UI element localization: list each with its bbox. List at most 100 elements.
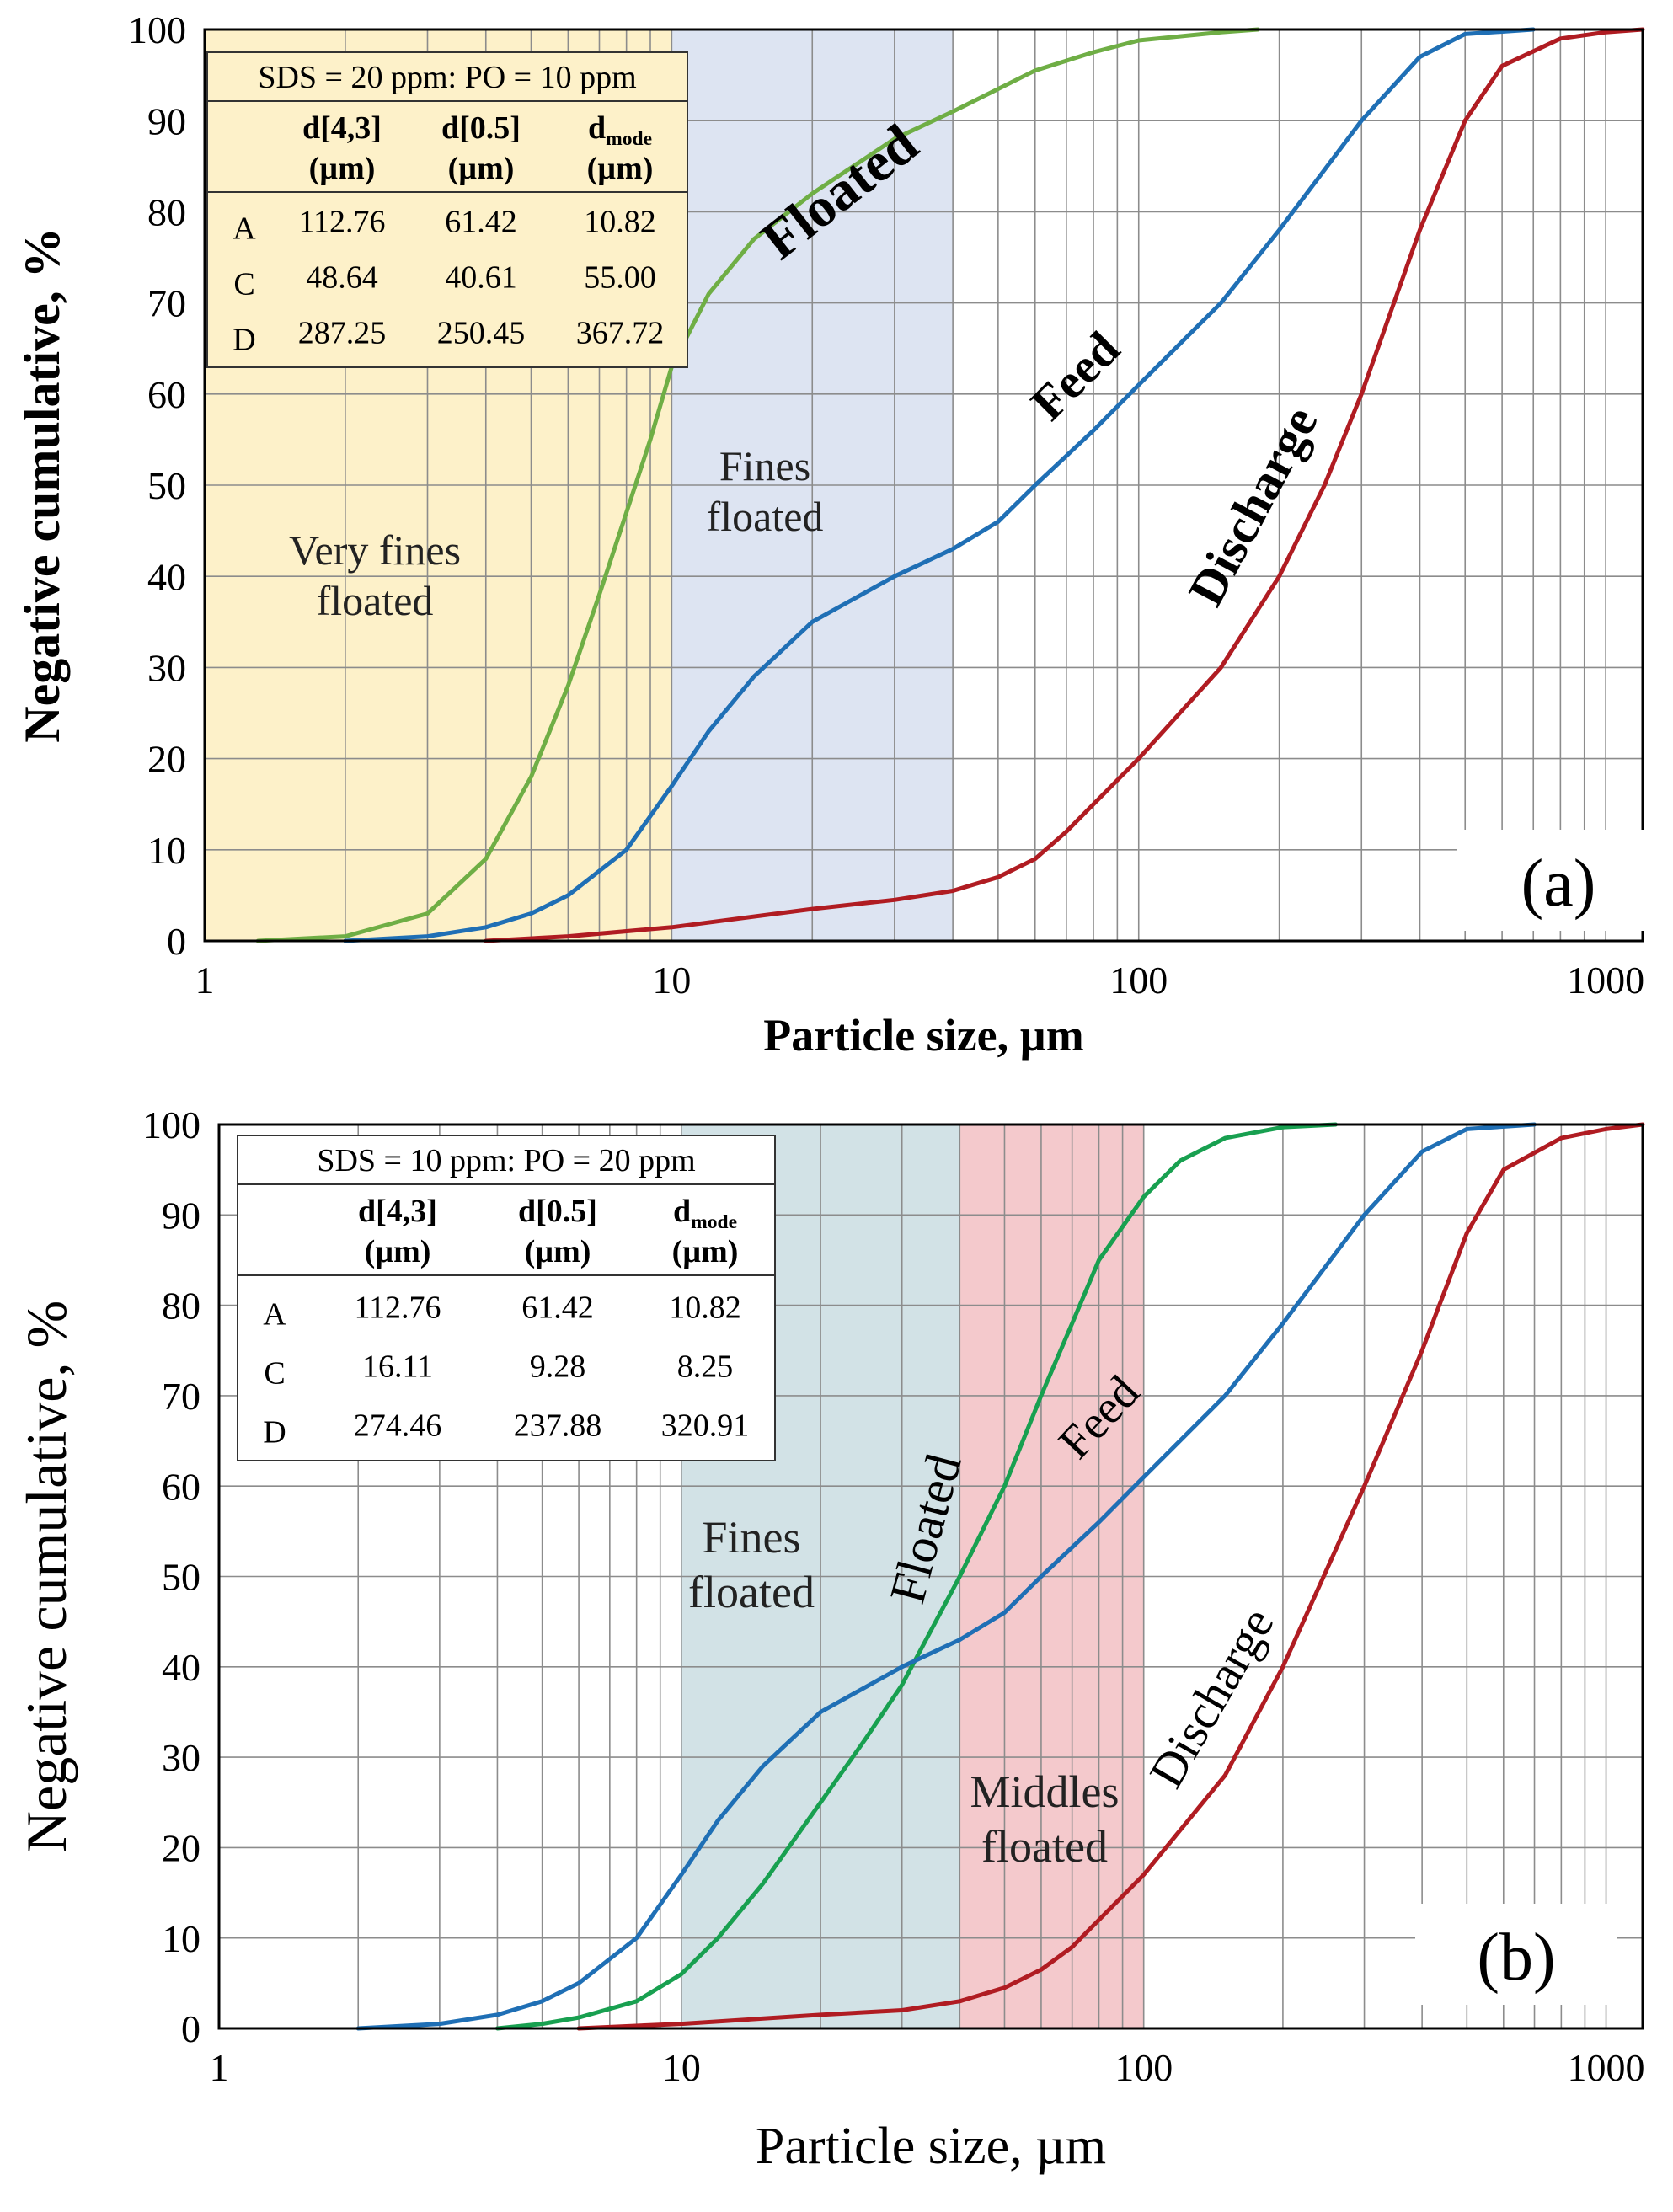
band-label-line: Fines bbox=[719, 442, 810, 489]
y-axis-label: Negative cumulative, % bbox=[14, 227, 70, 743]
y-tick-label: 30 bbox=[147, 647, 186, 690]
table-cell: 61.42 bbox=[521, 1290, 594, 1325]
band-label-line: floated bbox=[317, 577, 434, 624]
series-floated-line bbox=[494, 1122, 1338, 2031]
table-header-unit: (µm) bbox=[309, 151, 376, 186]
panel-label: (a) bbox=[1521, 847, 1596, 921]
y-tick-label: 50 bbox=[147, 464, 186, 507]
table-cell: 40.61 bbox=[445, 260, 517, 296]
band-label-1: Very fines floated bbox=[289, 526, 461, 624]
table-cell: 287.25 bbox=[298, 316, 387, 351]
band-label-line: Very fines bbox=[289, 526, 461, 574]
table-cell: 250.45 bbox=[437, 316, 526, 351]
y-tick-label: 40 bbox=[162, 1646, 200, 1689]
y-tick-label: 40 bbox=[147, 555, 186, 598]
x-tick-label: 100 bbox=[1109, 959, 1168, 1002]
table-frame bbox=[237, 1135, 776, 1461]
y-tick-label: 70 bbox=[162, 1375, 200, 1418]
y-tick-label: 80 bbox=[147, 191, 186, 234]
band-label-line: floated bbox=[707, 493, 824, 540]
x-tick-label: 10 bbox=[662, 2046, 701, 2089]
table-header: d[4,3] bbox=[358, 1194, 437, 1229]
table-row-label: C bbox=[264, 1355, 285, 1391]
y-tick-label: 10 bbox=[147, 829, 186, 872]
x-tick-label: 100 bbox=[1114, 2046, 1173, 2089]
y-tick-label: 0 bbox=[181, 2007, 200, 2050]
panel-label-bg bbox=[1415, 1904, 1617, 2005]
y-tick-label: 0 bbox=[167, 920, 186, 963]
band-label-2: Middles floated bbox=[970, 1766, 1119, 1872]
table-header-sub: mode bbox=[606, 128, 652, 150]
series-label-discharge: Discharge bbox=[1138, 1599, 1284, 1797]
table-frame bbox=[206, 51, 688, 368]
table-cell: 237.88 bbox=[514, 1408, 602, 1443]
y-tick-label: 60 bbox=[162, 1465, 200, 1508]
x-axis-label: Particle size, µm bbox=[756, 2118, 1106, 2175]
table-cell: 16.11 bbox=[362, 1349, 433, 1384]
band-label-2: Fines floated bbox=[707, 442, 824, 540]
x-tick-label: 1000 bbox=[1568, 2046, 1645, 2089]
x-tick-label: 1 bbox=[195, 959, 215, 1002]
table-header: d[0.5] bbox=[518, 1194, 597, 1229]
table-header: d[0.5] bbox=[441, 110, 521, 146]
y-tick-label: 90 bbox=[162, 1194, 200, 1237]
y-tick-label: 60 bbox=[147, 373, 186, 416]
table-title: SDS = 20 ppm: PO = 10 ppm bbox=[258, 60, 636, 95]
plot-frame bbox=[217, 1123, 1644, 2030]
table-header-unit: (µm) bbox=[672, 1234, 739, 1269]
table-cell: 320.91 bbox=[661, 1408, 750, 1443]
y-tick-label: 10 bbox=[162, 1917, 200, 1960]
table-row-label: C bbox=[233, 267, 254, 302]
y-tick-label: 50 bbox=[162, 1556, 200, 1599]
x-tick-label: 10 bbox=[652, 959, 691, 1002]
y-tick-label: 80 bbox=[162, 1285, 200, 1328]
x-axis-label: Particle size, µm bbox=[763, 1010, 1083, 1061]
table-header-unit: (µm) bbox=[365, 1234, 431, 1269]
table-header: d[4,3] bbox=[302, 110, 382, 146]
series-floated-line bbox=[255, 27, 1260, 943]
band-label-line: Fines bbox=[702, 1512, 800, 1563]
y-tick-label: 20 bbox=[162, 1827, 200, 1870]
table-cell: 10.82 bbox=[584, 205, 656, 240]
y-tick-label: 20 bbox=[147, 738, 186, 781]
table-cell: 112.76 bbox=[354, 1290, 441, 1325]
series-label-discharge: Discharge bbox=[1178, 398, 1328, 615]
table-row-label: D bbox=[263, 1414, 286, 1450]
band-label-line: floated bbox=[981, 1821, 1108, 1872]
y-tick-label: 90 bbox=[147, 99, 186, 142]
y-tick-label: 70 bbox=[147, 282, 186, 325]
table-cell: 61.42 bbox=[445, 205, 517, 240]
x-tick-label: 1 bbox=[210, 2046, 229, 2089]
table-cell: 112.76 bbox=[298, 205, 385, 240]
y-tick-label: 100 bbox=[128, 8, 186, 51]
inset-table: SDS = 20 ppm: PO = 10 ppm d[4,3] (µm) d[0.5… bbox=[206, 51, 688, 368]
table-header-unit: (µm) bbox=[525, 1234, 591, 1269]
table-header-unit: (µm) bbox=[448, 151, 515, 186]
table-title: SDS = 10 ppm: PO = 20 ppm bbox=[317, 1143, 695, 1178]
band-label-line: floated bbox=[688, 1567, 815, 1617]
series-feed-line bbox=[343, 27, 1536, 943]
series-label-feed: Feed bbox=[1020, 321, 1130, 430]
series-discharge-line bbox=[576, 1122, 1645, 2031]
panel-label: (b) bbox=[1477, 1921, 1555, 1995]
x-tick-label: 1000 bbox=[1567, 959, 1644, 1002]
band-label-1: Fines floated bbox=[688, 1512, 815, 1617]
table-header-sub: mode bbox=[691, 1211, 737, 1233]
table-cell: 10.82 bbox=[669, 1290, 741, 1325]
table-cell: 55.00 bbox=[584, 260, 656, 296]
y-tick-label: 30 bbox=[162, 1736, 200, 1779]
series-discharge-line bbox=[484, 27, 1645, 943]
inset-table: SDS = 10 ppm: PO = 20 ppm d[4,3] (µm) d[0.5… bbox=[237, 1135, 776, 1461]
plot-frame bbox=[203, 28, 1644, 943]
band-label-line: Middles bbox=[970, 1766, 1119, 1817]
series-feed-line bbox=[355, 1122, 1537, 2031]
table-row-label: A bbox=[233, 211, 256, 247]
table-row-label: A bbox=[263, 1296, 286, 1332]
table-row-label: D bbox=[233, 323, 255, 358]
table-header-unit: (µm) bbox=[587, 151, 654, 186]
table-cell: 48.64 bbox=[306, 260, 378, 296]
table-cell: 8.25 bbox=[677, 1349, 734, 1384]
